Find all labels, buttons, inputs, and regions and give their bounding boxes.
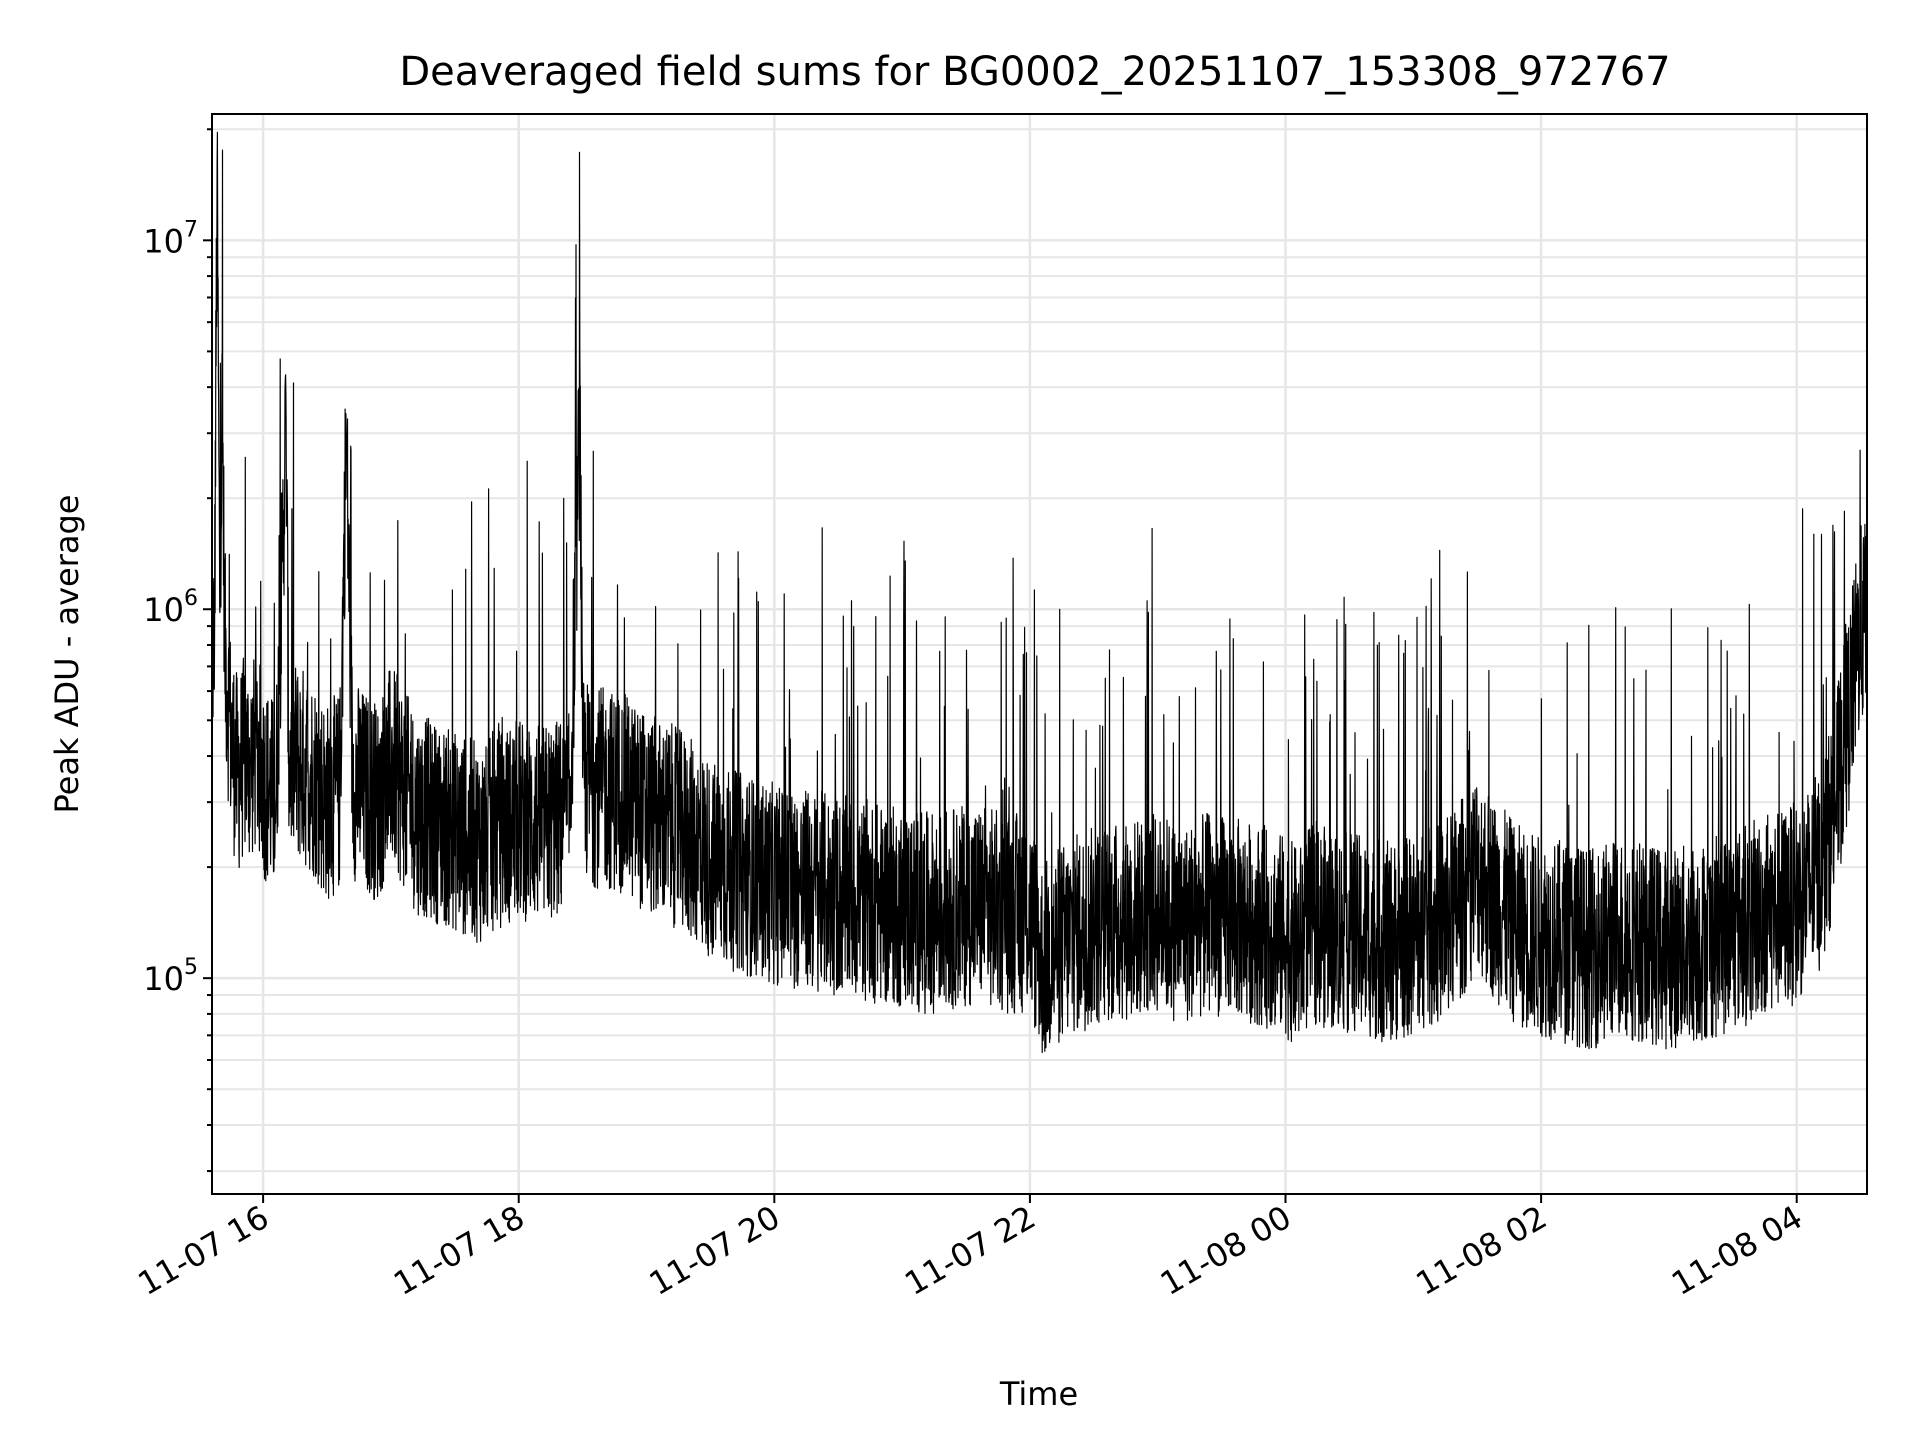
chart-title: Deaveraged field sums for BG0002_2025110… — [399, 49, 1670, 95]
series-line — [211, 131, 1868, 1054]
y-tick-label: 105 — [143, 955, 198, 998]
y-axis: 105 106 107 — [143, 128, 212, 1173]
x-axis-label: Time — [999, 1375, 1078, 1413]
y-tick-label: 107 — [143, 217, 198, 260]
plot-frame — [211, 113, 1868, 1195]
series-layer — [211, 131, 1868, 1054]
y-tick-label: 106 — [143, 586, 198, 629]
y-axis-label: Peak ADU - average — [48, 495, 86, 814]
